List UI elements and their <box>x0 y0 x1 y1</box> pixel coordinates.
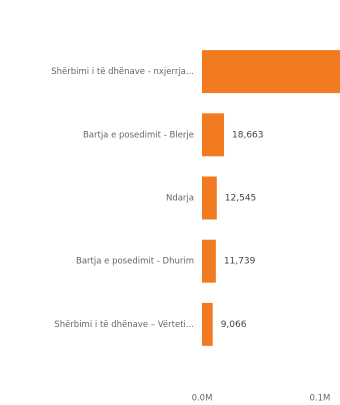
x-tick-label: 0.1M <box>310 394 331 404</box>
value-label: 9,066 <box>221 320 247 330</box>
y-tick-label: Ndarja <box>166 194 194 204</box>
value-label: 11,739 <box>224 257 256 267</box>
bar <box>202 176 217 220</box>
value-label: 18,663 <box>232 130 263 140</box>
y-tick-label: Bartja e posedimit - Dhurim <box>76 257 194 267</box>
y-tick-label: Bartja e posedimit - Blerje <box>83 130 194 140</box>
bar <box>202 50 340 94</box>
bar <box>202 239 216 283</box>
x-tick-label: 0.0M <box>192 394 213 404</box>
y-tick-label: Shërbimi i të dhënave – Vërteti... <box>54 320 194 330</box>
bar <box>202 302 213 346</box>
bar <box>202 113 225 157</box>
y-tick-label: Shërbimi i të dhënave - nxjerrja... <box>51 67 194 77</box>
value-label: 12,545 <box>225 194 257 204</box>
